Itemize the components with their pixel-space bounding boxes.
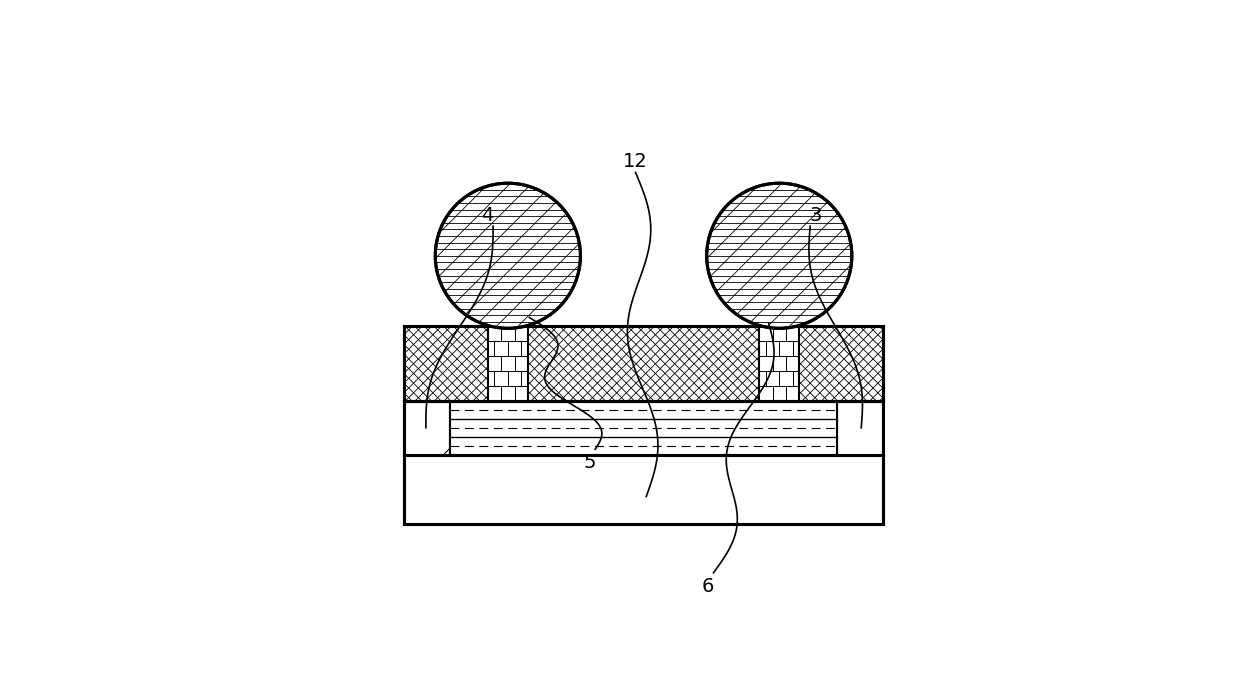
Bar: [404, 401, 450, 454]
Circle shape: [435, 183, 580, 328]
Text: 3: 3: [810, 206, 822, 225]
Bar: [487, 325, 528, 401]
Bar: [404, 325, 883, 401]
Text: 5: 5: [584, 453, 596, 472]
Bar: [450, 401, 837, 454]
Text: 4: 4: [481, 206, 494, 225]
Text: 6: 6: [702, 577, 714, 596]
Circle shape: [707, 183, 852, 328]
Text: 12: 12: [624, 152, 647, 171]
Bar: [759, 325, 800, 401]
Bar: [404, 454, 883, 524]
Bar: [837, 401, 883, 454]
